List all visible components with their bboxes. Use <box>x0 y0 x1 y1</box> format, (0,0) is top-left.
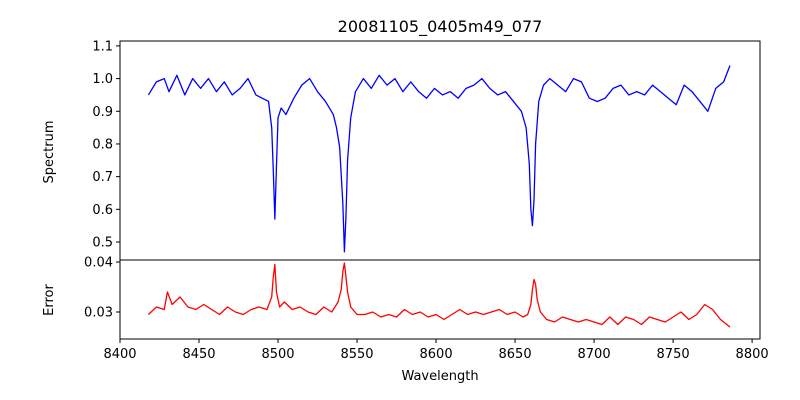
x-axis-title: Wavelength <box>401 369 478 384</box>
x-tick-label: 8450 <box>182 347 215 362</box>
error-panel: 0.03 0.04 <box>84 256 761 340</box>
error-y-tick-label: 0.03 <box>84 306 113 321</box>
spectrum-y-axis-title: Spectrum <box>42 121 57 184</box>
spectrum-y-tick-label: 0.8 <box>92 137 113 152</box>
spectrum-y-tick-label: 1.0 <box>92 72 113 87</box>
x-axis: 8400 8450 8500 8550 8600 8650 8700 8750 8800 <box>103 339 769 362</box>
x-tick-label: 8500 <box>261 347 294 362</box>
spectrum-y-tick-label: 0.5 <box>92 236 113 251</box>
error-plot-frame <box>119 259 761 340</box>
error-y-axis-title: Error <box>42 284 57 316</box>
x-tick-label: 8800 <box>736 347 769 362</box>
x-tick-label: 8400 <box>103 347 136 362</box>
x-tick-label: 8700 <box>578 347 611 362</box>
error-y-tick-label: 0.04 <box>84 256 113 271</box>
spectrum-plot-frame <box>119 40 761 261</box>
x-tick-label: 8650 <box>499 347 532 362</box>
x-tick-label: 8600 <box>420 347 453 362</box>
chart-title: 20081105_0405m49_077 <box>338 17 543 37</box>
spectrum-y-tick-label: 0.9 <box>92 105 113 120</box>
spectrum-y-tick-label: 0.6 <box>92 203 113 218</box>
x-tick-label: 8750 <box>657 347 690 362</box>
x-tick-label: 8550 <box>340 347 373 362</box>
spectrum-y-tick-label: 1.1 <box>92 39 113 54</box>
error-series-line <box>147 262 731 328</box>
spectrum-y-tick-label: 0.7 <box>92 170 113 185</box>
spectrum-series-line <box>147 65 731 253</box>
spectrum-panel: 0.5 0.6 0.7 0.8 0.9 1.0 1.1 <box>92 39 761 261</box>
